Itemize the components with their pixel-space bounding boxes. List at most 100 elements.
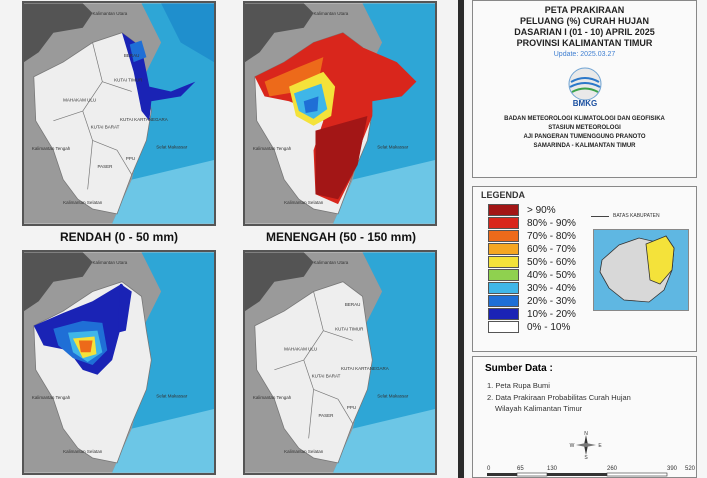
legend-swatch [488, 308, 519, 320]
title-line-4: PROVINSI KALIMANTAN TIMUR [516, 38, 653, 48]
label-kalteng: Kalimantan Tengah [32, 146, 71, 151]
map-panel-sangat-tinggi: Kalimantan Utara Kalimantan Tengah Kalim… [243, 250, 437, 475]
label-kaltara: Kalimantan Utara [93, 11, 128, 16]
sidebar-divider [458, 0, 464, 478]
legend-swatch [488, 295, 519, 307]
label-kukar: KUTAI KARTANEGARA [120, 117, 168, 122]
legend-row: 70% - 80% [488, 230, 587, 242]
legend-swatch [488, 230, 519, 242]
legend-label: 20% - 30% [527, 295, 576, 307]
label-selat: Selat Makassar [156, 393, 188, 398]
legend-label: 30% - 40% [527, 282, 576, 294]
label-berau: BERAU [345, 302, 361, 307]
label-ppu: PPU [126, 156, 135, 161]
legend-row: > 90% [488, 204, 587, 216]
compass-s: S [584, 455, 588, 459]
label-kalsel: Kalimantan Selatan [63, 200, 103, 205]
label-kutim: KUTAI TIMUR [114, 78, 143, 83]
title-box: PETA PRAKIRAAN PELUANG (%) CURAH HUJAN D… [472, 0, 697, 178]
label-mahulu: MAHAKAM ULU [284, 346, 317, 351]
boundary-label: BATAS KABUPATEN [613, 213, 660, 219]
map-tinggi: Kalimantan Utara Kalimantan Tengah Kalim… [24, 252, 214, 473]
org-line-4: SAMARINDA - KALIMANTAN TIMUR [533, 143, 636, 149]
legend-row: 0% - 10% [488, 321, 587, 333]
legend-swatch [488, 282, 519, 294]
title-line-2: PELUANG (%) CURAH HUJAN [519, 16, 649, 26]
compass-n: N [584, 431, 588, 437]
label-selat: Selat Makassar [377, 144, 409, 149]
legend-swatch [488, 217, 519, 229]
inset-locator-map [593, 229, 689, 311]
legend-title: LEGENDA [481, 190, 526, 200]
compass-w: W [570, 443, 575, 449]
source-item-2: 2. Data Prakiraan Probabilitas Curah Huj… [487, 393, 631, 402]
map-menengah: Kalimantan Utara Kalimantan Tengah Kalim… [245, 3, 435, 224]
bmkg-logo-text: BMKG [572, 99, 596, 108]
scale-tick-label: 390 [667, 466, 678, 472]
legend-label: 60% - 70% [527, 243, 576, 255]
scale-tick-label: 130 [547, 466, 558, 472]
legend-swatch [488, 321, 519, 333]
org-line-3: AJI PANGERAN TUMENGGUNG PRANOTO [523, 134, 646, 140]
scale-tick-label: 260 [607, 466, 618, 472]
source-item-2b: Wilayah Kalimantan Timur [495, 404, 583, 413]
label-berau: BERAU [124, 53, 140, 58]
label-ppu: PPU [347, 405, 356, 410]
scale-tick-label: 520 [685, 466, 695, 472]
label-kalsel: Kalimantan Selatan [63, 449, 103, 454]
label-kalteng: Kalimantan Tengah [253, 146, 292, 151]
legend-label: 10% - 20% [527, 308, 576, 320]
label-selat: Selat Makassar [377, 393, 409, 398]
label-kalteng: Kalimantan Tengah [32, 395, 71, 400]
sidebar: PETA PRAKIRAAN PELUANG (%) CURAH HUJAN D… [466, 0, 707, 478]
label-kalsel: Kalimantan Selatan [284, 200, 324, 205]
label-kubar: KUTAI BARAT [91, 125, 120, 130]
label-kalteng: Kalimantan Tengah [253, 395, 292, 400]
label-kukar: KUTAI KARTANEGARA [341, 366, 389, 371]
label-kaltara: Kalimantan Utara [93, 260, 128, 265]
org-line-2: STASIUN METEOROLOGI [548, 125, 621, 131]
caption-menengah: MENENGAH (50 - 150 mm) [265, 230, 417, 244]
source-item-1: 1. Peta Rupa Bumi [487, 381, 550, 390]
scale-bar: 0 65 130 260 390 520 [487, 466, 695, 477]
label-paser: PASER [97, 164, 113, 169]
label-paser: PASER [318, 413, 334, 418]
legend-row: 30% - 40% [488, 282, 587, 294]
source-title: Sumber Data : [485, 363, 553, 374]
title-line-3: DASARIAN I (01 - 10) APRIL 2025 [514, 27, 655, 37]
boundary-line-icon [591, 215, 609, 217]
map-sangat-tinggi: Kalimantan Utara Kalimantan Tengah Kalim… [245, 252, 435, 473]
legend-swatch [488, 204, 519, 216]
update-date: Update: 2025.03.27 [553, 51, 616, 58]
legend-row: 40% - 50% [488, 269, 587, 281]
caption-rendah: RENDAH (0 - 50 mm) [59, 230, 179, 244]
legend-row: 50% - 60% [488, 256, 587, 268]
label-mahulu: MAHAKAM ULU [63, 97, 96, 102]
legend-swatch [488, 256, 519, 268]
legend-row: 80% - 90% [488, 217, 587, 229]
map-panel-tinggi: Kalimantan Utara Kalimantan Tengah Kalim… [22, 250, 216, 475]
legend-box: LEGENDA > 90% 80% - 90% 70% - 80% 60% - 70%… [472, 186, 697, 352]
map-panel-rendah: Kalimantan Utara Kalimantan Tengah Kalim… [22, 1, 216, 226]
label-kaltara: Kalimantan Utara [314, 260, 349, 265]
legend-label: 50% - 60% [527, 256, 576, 268]
title-line-1: PETA PRAKIRAAN [544, 5, 625, 15]
label-selat: Selat Makassar [156, 144, 188, 149]
scale-tick-label: 0 [487, 466, 491, 472]
legend-row: 20% - 30% [488, 295, 587, 307]
label-kubar: KUTAI BARAT [312, 374, 341, 379]
legend-row: 60% - 70% [488, 243, 587, 255]
legend-label: 0% - 10% [527, 321, 571, 333]
legend-label: 40% - 50% [527, 269, 576, 281]
legend-row: 10% - 20% [488, 308, 587, 320]
map-rendah: Kalimantan Utara Kalimantan Tengah Kalim… [24, 3, 214, 224]
map-panel-menengah: Kalimantan Utara Kalimantan Tengah Kalim… [243, 1, 437, 226]
legend-swatch [488, 269, 519, 281]
label-kaltara: Kalimantan Utara [314, 11, 349, 16]
label-kalsel: Kalimantan Selatan [284, 449, 324, 454]
legend-label: > 90% [527, 204, 556, 216]
compass-e: E [598, 443, 602, 449]
legend-label: 80% - 90% [527, 217, 576, 229]
source-box: Sumber Data : 1. Peta Rupa Bumi 2. Data … [472, 356, 697, 478]
legend-swatch [488, 243, 519, 255]
